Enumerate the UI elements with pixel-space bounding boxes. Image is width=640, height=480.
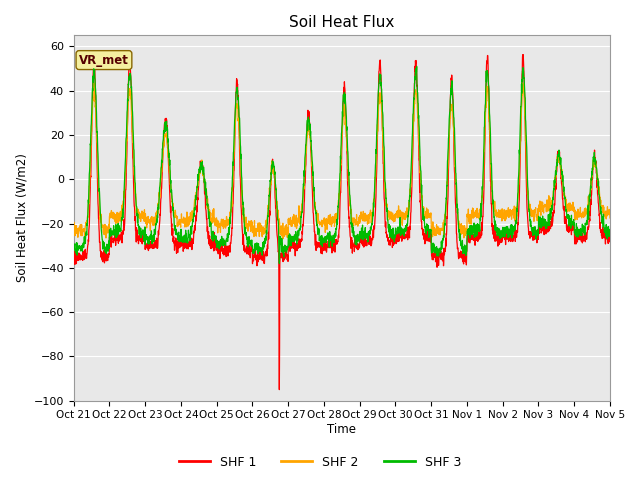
Y-axis label: Soil Heat Flux (W/m2): Soil Heat Flux (W/m2) [15,154,28,282]
X-axis label: Time: Time [327,423,356,436]
Title: Soil Heat Flux: Soil Heat Flux [289,15,394,30]
Legend: SHF 1, SHF 2, SHF 3: SHF 1, SHF 2, SHF 3 [173,451,467,474]
Text: VR_met: VR_met [79,54,129,67]
